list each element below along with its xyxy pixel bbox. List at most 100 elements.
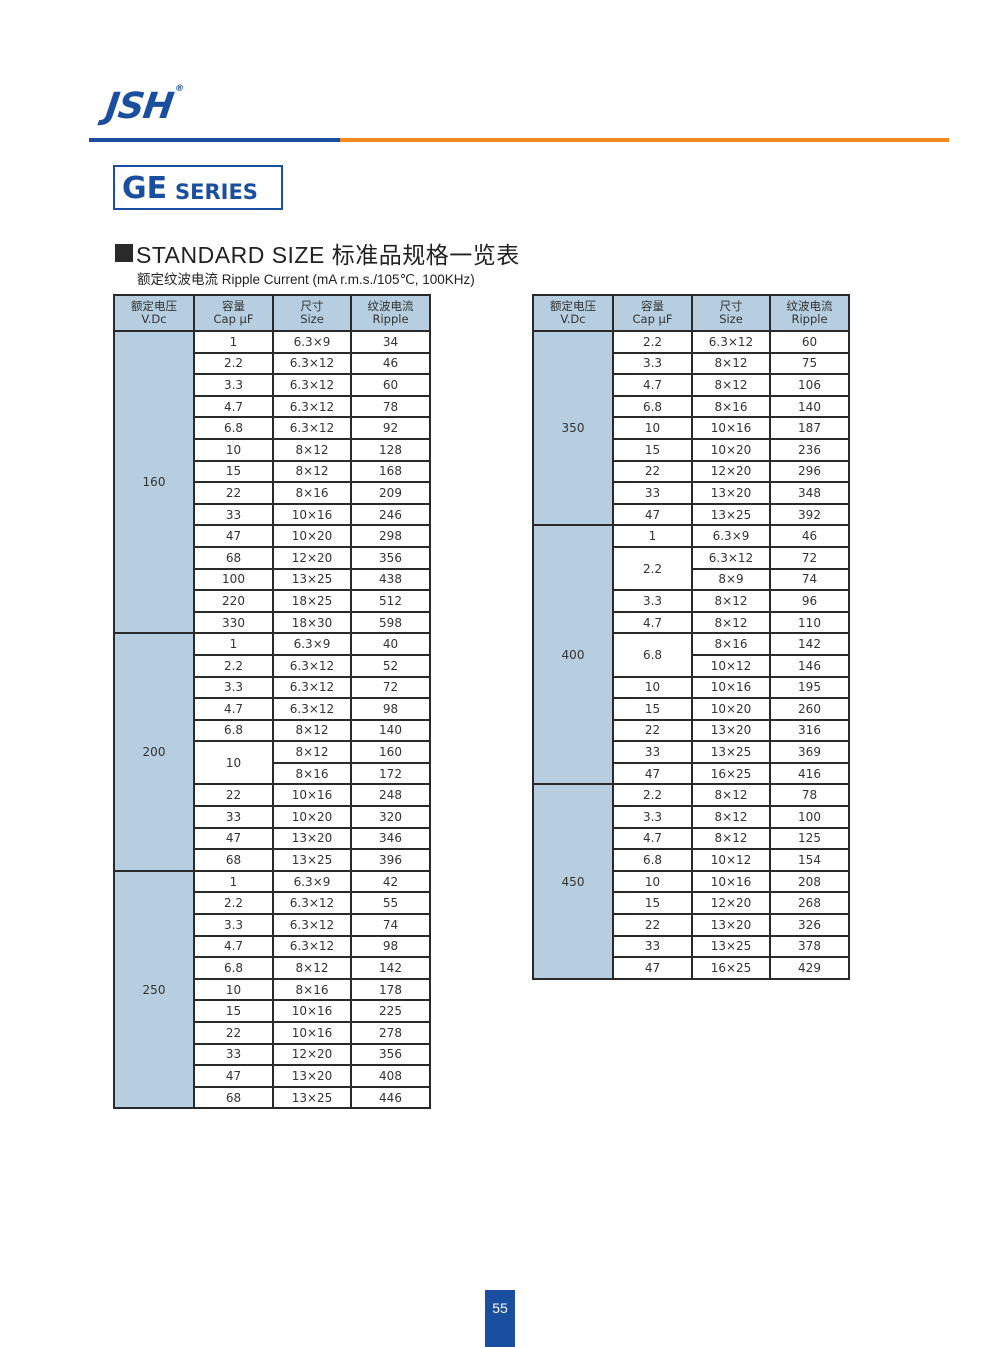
ripple-cell: 296: [769, 459, 850, 484]
capacitance-cell: 2.2: [612, 783, 693, 808]
table-row: 10 10×16 187: [533, 416, 850, 440]
ripple-cell: 598: [350, 610, 431, 635]
ripple-cell: 106: [769, 373, 850, 397]
table-row: 68 12×20 356: [114, 545, 431, 570]
size-cell: 10×16: [691, 869, 771, 894]
column-header: 纹波电流 Ripple: [350, 294, 431, 332]
capacitance-cell: 220: [193, 589, 274, 613]
series-badge: GE SERIES: [113, 165, 283, 210]
size-cell: 13×25: [691, 934, 771, 959]
size-cell: 10×16: [691, 416, 771, 440]
capacitance-cell: 10: [193, 977, 274, 1002]
ripple-cell: 110: [769, 610, 850, 635]
ripple-cell: 46: [769, 524, 850, 548]
ripple-cell: 209: [350, 481, 431, 505]
ripple-cell: 154: [769, 848, 850, 872]
size-cell: 8×12: [691, 805, 771, 829]
ripple-cell: 438: [350, 567, 431, 592]
capacitance-cell: 4.7: [193, 934, 274, 959]
capacitance-cell: 3.3: [612, 589, 693, 613]
ripple-cell: 298: [350, 524, 431, 548]
capacitance-cell: 15: [612, 437, 693, 462]
table-row: 6.8 8×16 140: [533, 394, 850, 419]
table-row: 8×9 74: [533, 567, 850, 592]
ripple-cell: 168: [350, 459, 431, 484]
capacitance-cell: 33: [612, 934, 693, 959]
size-cell: 6.3×12: [272, 675, 352, 700]
size-cell: 10×20: [272, 524, 352, 548]
capacitance-cell: 22: [612, 718, 693, 743]
table-row: 250 1 6.3×9 42: [113, 869, 431, 1110]
section-subtitle: 额定纹波电流 Ripple Current (mA r.m.s./105℃, 1…: [137, 272, 475, 287]
table-row: 200 1 6.3×9 40: [113, 632, 431, 872]
ripple-cell: 60: [769, 330, 850, 354]
table-row: 3.3 8×12 100: [533, 805, 850, 829]
capacitance-cell: 4.7: [193, 697, 274, 721]
ripple-cell: 348: [769, 481, 850, 505]
size-cell: 8×12: [272, 956, 352, 980]
ripple-cell: 72: [350, 675, 431, 700]
table-row: 3.3 6.3×12 60: [114, 373, 431, 397]
capacitance-cell: 10: [193, 437, 274, 462]
capacitance-cell: 68: [193, 545, 274, 570]
ripple-cell: 128: [350, 437, 431, 462]
capacitance-cell: 2.2: [193, 653, 274, 678]
capacitance-cell: 47: [612, 956, 693, 980]
capacitance-cell: 3.3: [612, 351, 693, 376]
ripple-cell: 46: [350, 351, 431, 376]
size-cell: 6.3×12: [272, 697, 352, 721]
size-cell: 13×25: [691, 740, 771, 764]
ripple-cell: 78: [769, 783, 850, 808]
capacitance-cell: 22: [612, 459, 693, 484]
table-row: 10 8×12 128: [114, 437, 431, 462]
size-cell: 6.3×12: [272, 913, 352, 937]
column-header: 容量 Cap μF: [612, 294, 693, 332]
table-row: 3.3 8×12 75: [533, 351, 850, 376]
table-row: 15 12×20 268: [533, 891, 850, 916]
size-cell: 8×12: [272, 718, 352, 743]
table-row: 68 13×25 446: [114, 1085, 431, 1110]
size-cell: 8×12: [691, 783, 771, 808]
capacitance-cell: 33: [193, 805, 274, 829]
capacitance-cell: 22: [612, 913, 693, 937]
size-cell: 6.3×12: [272, 416, 352, 440]
capacitance-cell: 1: [193, 330, 274, 354]
header-cn: 容量: [222, 299, 245, 313]
size-cell: 6.3×12: [272, 934, 352, 959]
ripple-cell: 326: [769, 913, 850, 937]
size-cell: 18×25: [272, 589, 352, 613]
capacitance-cell: 2.2: [612, 545, 693, 592]
capacitance-cell: 1: [193, 869, 274, 894]
size-cell: 8×12: [691, 589, 771, 613]
capacitance-cell: 3.3: [193, 675, 274, 700]
capacitance-cell: 15: [612, 697, 693, 721]
ripple-cell: 187: [769, 416, 850, 440]
header-cn: 额定电压: [131, 299, 177, 313]
header-en: Size: [719, 312, 743, 326]
ripple-cell: 52: [350, 653, 431, 678]
size-cell: 8×12: [272, 459, 352, 484]
header-en: V.Dc: [560, 312, 586, 326]
capacitance-cell: 4.7: [193, 394, 274, 419]
capacitance-cell: 33: [612, 740, 693, 764]
capacitance-cell: 15: [193, 459, 274, 484]
header-en: Cap μF: [632, 312, 673, 326]
ripple-cell: 246: [350, 502, 431, 527]
ripple-cell: 60: [350, 373, 431, 397]
table-row: 3.3 6.3×12 72: [114, 675, 431, 700]
voltage-cell: 400: [532, 524, 614, 786]
capacitance-cell: 3.3: [193, 913, 274, 937]
table-row: 6.8 8×12 142: [114, 956, 431, 980]
section-title: STANDARD SIZE 标准品规格一览表: [136, 242, 520, 268]
capacitance-cell: 330: [193, 610, 274, 635]
size-cell: 6.3×9: [272, 632, 352, 656]
ripple-cell: 78: [350, 394, 431, 419]
size-cell: 16×25: [691, 761, 771, 786]
capacitance-cell: 33: [612, 481, 693, 505]
capacitance-cell: 1: [193, 632, 274, 656]
size-cell: 6.3×12: [691, 330, 771, 354]
size-cell: 10×20: [691, 697, 771, 721]
ripple-cell: 98: [350, 934, 431, 959]
table-row: 22 13×20 326: [533, 913, 850, 937]
size-cell: 13×20: [691, 718, 771, 743]
